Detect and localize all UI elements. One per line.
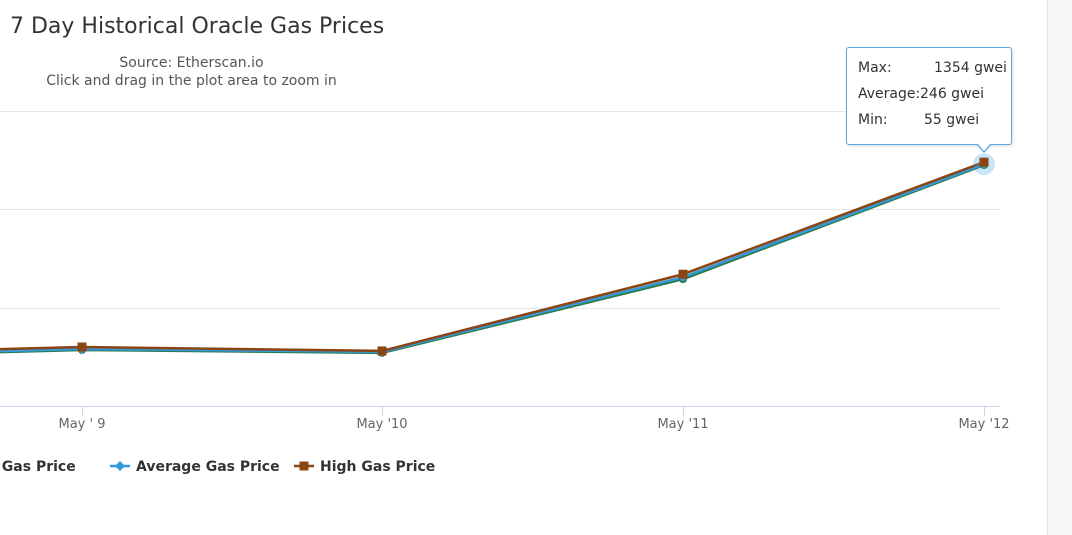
- tooltip-key: Max:: [858, 60, 892, 76]
- grid-lines: [0, 111, 1000, 309]
- chart-legend[interactable]: w Gas Price Average Gas Price High Gas Pri…: [0, 459, 435, 475]
- legend-item[interactable]: High Gas Price: [294, 459, 435, 475]
- tooltip-value: 1354 gwei: [934, 60, 1007, 76]
- data-point[interactable]: [377, 346, 387, 356]
- chart-source: Source: Etherscan.io: [119, 55, 264, 71]
- legend-label: Average Gas Price: [136, 459, 280, 475]
- tooltip-key: Average:: [858, 86, 921, 102]
- tooltip-value: 246 gwei: [920, 86, 985, 102]
- chart-subtitle: Source: Etherscan.io Click and drag in t…: [0, 54, 383, 90]
- data-tooltip: Max: 1354 gwei Average:246 gwei Min: 55 gw…: [846, 47, 1012, 145]
- legend-marker: [115, 461, 125, 471]
- legend-item[interactable]: w Gas Price: [0, 459, 76, 475]
- legend-marker: [299, 461, 309, 471]
- chart-title: 7 Day Historical Oracle Gas Prices: [10, 14, 385, 39]
- zoom-hint: Click and drag in the plot area to zoom …: [46, 73, 337, 89]
- tooltip-row-min: Min: 55 gwei: [858, 112, 979, 128]
- x-axis: May ' 9 May '10 May '11 May '12: [0, 406, 1010, 432]
- x-tick-label: May '11: [657, 417, 708, 432]
- data-point[interactable]: [77, 342, 87, 352]
- series-line-average-gas-price[interactable]: [0, 162, 985, 357]
- series-lines[interactable]: [0, 153, 995, 358]
- x-tick-label: May ' 9: [59, 417, 106, 432]
- tooltip-row-max: Max: 1354 gwei: [858, 60, 1007, 76]
- tooltip-value: 55 gwei: [924, 112, 980, 128]
- data-point[interactable]: [678, 269, 688, 279]
- page-scrollbar[interactable]: [1047, 0, 1072, 535]
- tooltip-row-average: Average:246 gwei: [858, 86, 984, 102]
- x-tick-label: May '10: [356, 417, 407, 432]
- legend-label: High Gas Price: [320, 459, 435, 475]
- tooltip-pointer-fill: [977, 143, 991, 151]
- legend-item[interactable]: Average Gas Price: [110, 459, 280, 475]
- legend-label: w Gas Price: [0, 459, 76, 475]
- x-tick-label: May '12: [958, 417, 1009, 432]
- data-point[interactable]: [979, 157, 989, 167]
- series-line-low-gas-price[interactable]: [0, 163, 985, 358]
- tooltip-key: Min:: [858, 112, 888, 128]
